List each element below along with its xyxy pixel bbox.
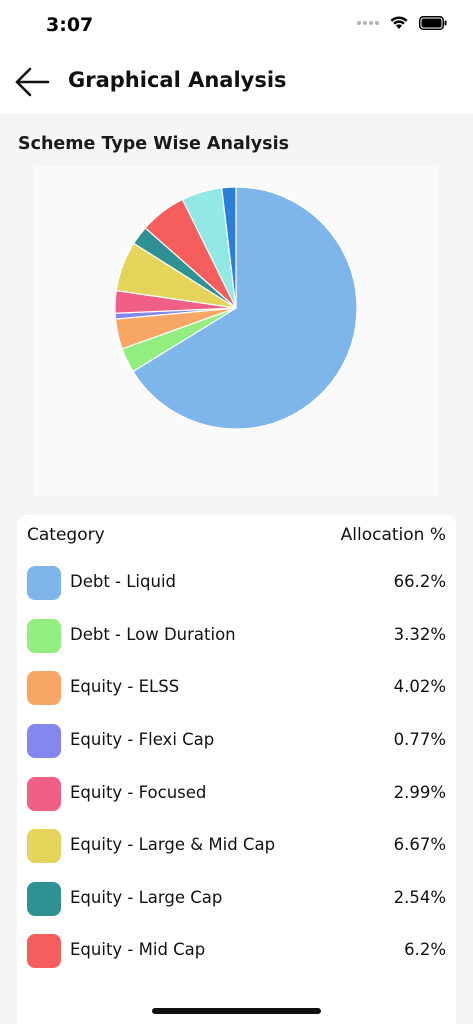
table-row[interactable]: Equity - Large & Mid Cap 6.67%: [17, 829, 456, 881]
arrow-left-icon: [15, 67, 50, 97]
row-label: Equity - ELSS: [70, 677, 180, 696]
row-label: Debt - Low Duration: [70, 625, 236, 644]
pie-slice-9[interactable]: [220, 186, 237, 309]
legend-swatch: [27, 829, 61, 863]
status-icons: [357, 15, 447, 30]
header-allocation: Allocation %: [340, 525, 446, 545]
table-row[interactable]: Equity - Mid Cap 6.2%: [17, 934, 456, 986]
status-time: 3:07: [46, 14, 94, 36]
legend-swatch: [27, 777, 61, 811]
legend-swatch: [27, 566, 61, 600]
section-title: Scheme Type Wise Analysis: [18, 134, 289, 154]
signal-icon: [357, 20, 379, 25]
pie-chart: [34, 166, 438, 496]
row-value: 2.54%: [393, 888, 446, 907]
table-row[interactable]: Debt - Liquid 66.2%: [17, 566, 456, 618]
header-category: Category: [27, 525, 105, 545]
table-row[interactable]: Debt - Low Duration 3.32%: [17, 619, 456, 671]
row-value: 3.32%: [393, 625, 446, 644]
pie-slice-0[interactable]: [132, 186, 358, 430]
table-row[interactable]: Equity - Focused 2.99%: [17, 777, 456, 829]
table-row[interactable]: Equity - Flexi Cap 0.77%: [17, 724, 456, 776]
legend-swatch: [27, 934, 61, 968]
row-value: 66.2%: [393, 572, 446, 591]
pie-chart-svg: [114, 186, 358, 430]
wifi-icon: [390, 16, 408, 29]
legend-swatch: [27, 724, 61, 758]
status-bar: 3:07: [0, 0, 473, 52]
row-label: Debt - Liquid: [70, 572, 177, 591]
row-value: 6.2%: [404, 940, 446, 959]
row-label: Equity - Focused: [70, 783, 207, 802]
header: Graphical Analysis: [0, 52, 473, 114]
home-indicator: [152, 1008, 321, 1014]
row-value: 4.02%: [393, 677, 446, 696]
back-button[interactable]: [12, 64, 52, 100]
row-value: 0.77%: [393, 730, 446, 749]
row-value: 6.67%: [393, 835, 446, 854]
row-label: Equity - Flexi Cap: [70, 730, 215, 749]
row-label: Equity - Large & Mid Cap: [70, 835, 276, 854]
battery-icon: [419, 15, 447, 30]
table-row[interactable]: Equity - Large Cap 2.54%: [17, 882, 456, 934]
legend-swatch: [27, 882, 61, 916]
table-row[interactable]: Equity - ELSS 4.02%: [17, 671, 456, 723]
row-value: 2.99%: [393, 783, 446, 802]
table-header: Category Allocation %: [17, 515, 456, 555]
legend-swatch: [27, 671, 61, 705]
legend-swatch: [27, 619, 61, 653]
page-title: Graphical Analysis: [68, 68, 287, 92]
row-label: Equity - Mid Cap: [70, 940, 206, 959]
allocation-table: Category Allocation % Debt - Liquid 66.2…: [17, 515, 456, 1024]
row-label: Equity - Large Cap: [70, 888, 223, 907]
